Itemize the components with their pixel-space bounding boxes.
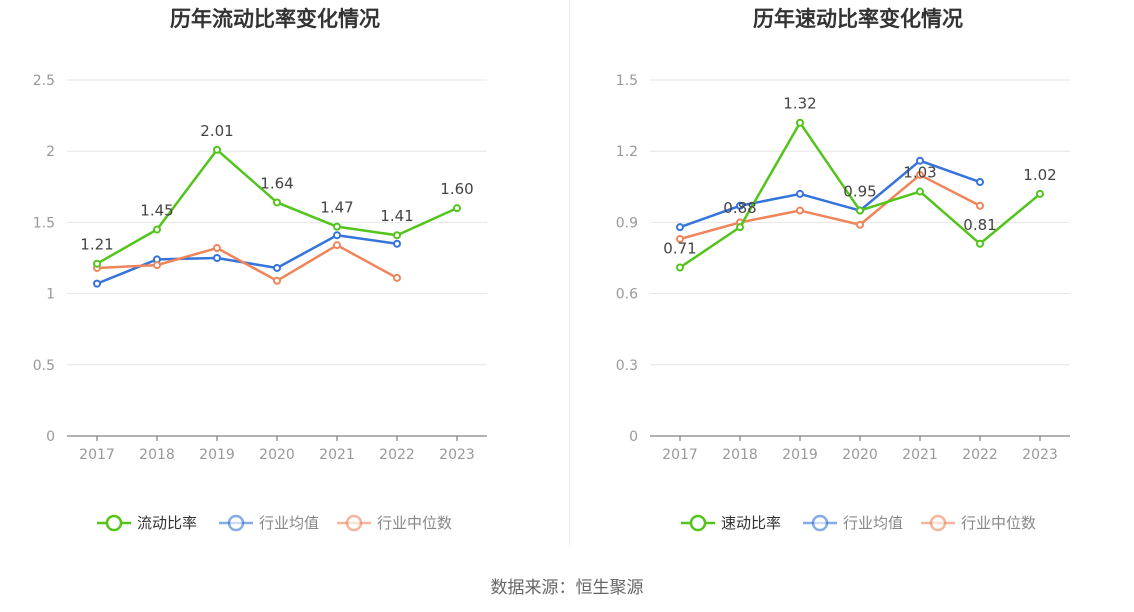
- y-tick-label: 1: [46, 287, 55, 303]
- data-point: [153, 225, 161, 234]
- legend-label: 行业均值: [259, 514, 319, 532]
- data-point: [333, 231, 341, 240]
- legend-swatch-marker: [345, 514, 363, 532]
- y-tick-label: 0: [629, 429, 638, 445]
- series-line-2: [679, 159, 981, 229]
- data-label: 0.81: [963, 216, 996, 234]
- y-tick-label: 0.3: [616, 358, 638, 374]
- chart-1: 历年流动比率变化情况 0 0.5 1 1.5 2 2.5 2017 2018 2019 2020 20…: [33, 7, 487, 532]
- y-tick-label: 0.6: [616, 287, 638, 303]
- y-tick-label: 1.2: [616, 144, 638, 160]
- legend-label: 行业中位数: [961, 514, 1036, 532]
- data-point: [856, 220, 864, 229]
- series-line-2: [96, 233, 398, 285]
- data-point: [93, 259, 101, 268]
- x-tick-label: 2017: [662, 447, 698, 463]
- data-label: 0.88: [723, 199, 756, 217]
- chart-divider: [569, 0, 570, 545]
- data-point: [393, 239, 401, 248]
- data-point: [736, 201, 744, 210]
- y-tick-label: 1.5: [616, 73, 638, 89]
- data-label: 1.64: [260, 174, 293, 192]
- chart-2: 历年速动比率变化情况 0 0.3 0.6 0.9 1.2 1.5 2017 2018 2019 20…: [616, 7, 1070, 532]
- legend-swatch-marker: [227, 514, 245, 532]
- y-tick-label: 2: [46, 144, 55, 160]
- data-label: 1.45: [140, 202, 173, 220]
- data-point: [273, 263, 281, 272]
- data-point: [93, 279, 101, 288]
- data-point: [916, 156, 924, 165]
- data-point: [916, 170, 924, 179]
- legend-swatch-marker: [105, 514, 123, 532]
- data-point: [213, 145, 221, 154]
- y-tick-label: 2.5: [33, 73, 55, 89]
- x-tick-label: 2020: [842, 447, 878, 463]
- legend-swatch-marker: [929, 514, 947, 532]
- legend-label: 速动比率: [721, 514, 781, 532]
- data-label: 2.01: [200, 122, 233, 140]
- y-tick-label: 0.9: [616, 215, 638, 231]
- x-tick-label: 2022: [962, 447, 998, 463]
- data-point: [676, 263, 684, 272]
- x-tick-label: 2017: [79, 447, 115, 463]
- data-label: 1.03: [903, 164, 936, 182]
- data-point: [333, 241, 341, 250]
- data-point: [273, 198, 281, 207]
- x-tick-label: 2023: [439, 447, 475, 463]
- data-point: [153, 261, 161, 270]
- data-point: [736, 223, 744, 232]
- data-point: [453, 204, 461, 213]
- data-label: 0.95: [843, 183, 876, 201]
- legend-label: 行业中位数: [377, 514, 452, 532]
- data-point: [796, 206, 804, 215]
- x-tick-label: 2021: [902, 447, 938, 463]
- data-label: 1.41: [380, 207, 413, 225]
- data-point: [856, 206, 864, 215]
- data-point: [796, 189, 804, 198]
- data-label: 1.47: [320, 199, 353, 217]
- data-point: [393, 231, 401, 240]
- series-line-3: [96, 243, 398, 283]
- legend-label: 流动比率: [137, 514, 197, 532]
- data-label: 1.21: [80, 236, 113, 254]
- data-label: 1.02: [1023, 166, 1056, 184]
- data-point: [976, 178, 984, 187]
- legend-swatch-marker: [811, 514, 829, 532]
- x-tick-label: 2022: [379, 447, 415, 463]
- data-point: [916, 187, 924, 196]
- data-label: 1.32: [783, 95, 816, 113]
- x-tick-label: 2023: [1022, 447, 1058, 463]
- data-point: [796, 118, 804, 127]
- data-point: [333, 222, 341, 231]
- legend-swatch-marker: [689, 514, 707, 532]
- x-tick-label: 2018: [722, 447, 758, 463]
- charts-canvas: 历年流动比率变化情况 0 0.5 1 1.5 2 2.5 2017 2018 2019 2020 20…: [33, 7, 1070, 532]
- data-point: [273, 276, 281, 285]
- data-point: [213, 244, 221, 253]
- x-tick-label: 2018: [139, 447, 175, 463]
- y-tick-label: 1.5: [33, 215, 55, 231]
- data-point: [676, 223, 684, 232]
- x-tick-label: 2021: [319, 447, 355, 463]
- data-point: [213, 254, 221, 262]
- data-point: [1036, 189, 1044, 198]
- x-tick-label: 2019: [199, 447, 235, 463]
- data-point: [393, 273, 401, 282]
- data-label: 0.71: [663, 239, 696, 257]
- data-point: [976, 239, 984, 248]
- y-tick-label: 0.5: [33, 358, 55, 374]
- legend-label: 行业均值: [843, 514, 903, 532]
- data-point: [976, 201, 984, 210]
- y-tick-label: 0: [46, 429, 55, 445]
- x-tick-label: 2019: [782, 447, 818, 463]
- data-point: [676, 235, 684, 244]
- data-label: 1.60: [440, 180, 473, 198]
- data-source-note: 数据来源：恒生聚源: [490, 578, 644, 598]
- chart-title: 历年流动比率变化情况: [170, 7, 380, 31]
- chart-title: 历年速动比率变化情况: [753, 7, 963, 31]
- x-tick-label: 2020: [259, 447, 295, 463]
- series-line-3: [679, 173, 981, 241]
